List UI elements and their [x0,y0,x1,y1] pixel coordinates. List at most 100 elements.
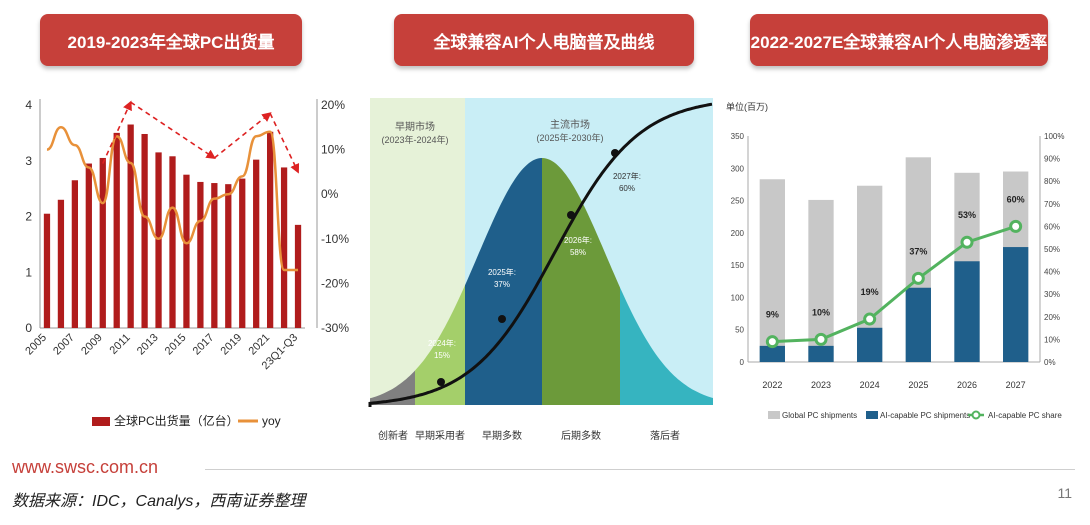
ai-share-point [1009,219,1023,233]
legend-global-swatch [768,411,780,419]
footer-source: 数据来源：IDC，Canalys，西南证券整理 [12,493,306,510]
legend-share-label: AI-capable PC share [988,411,1062,420]
shipment-bar [71,180,79,328]
shipment-bar [183,174,190,328]
trend-arrow [213,112,272,159]
shipment-bar [266,131,274,328]
share-data-label: 60% [1007,194,1025,204]
trend-arrow [130,101,216,160]
shipment-bar [280,167,288,328]
right-y-tick-label: 80% [1044,177,1060,186]
right-y-tick-label: -10% [321,232,349,246]
left-y-tick-label: 150 [731,261,745,270]
left-y-tick-label: 50 [735,326,744,335]
yoy-line [46,126,299,272]
share-data-label: 9% [766,310,779,320]
footer-url: www.swsc.com.cn [12,457,159,477]
ai-share-line [772,224,1017,344]
left-y-tick-label: 4 [25,98,32,112]
ai-share-point [814,332,828,346]
x-tick-label: 2011 [108,332,133,357]
right-y-tick-label: 40% [1044,268,1060,277]
right-y-tick-label: 70% [1044,200,1060,209]
ai-shipment-bar [857,327,883,362]
point-2026-label: 2026年: [564,235,592,245]
segment-early-adopters-area [415,285,465,405]
x-tick-label: 2019 [219,332,245,358]
adoption-s-curve [368,102,713,407]
right-y-tick-label: -30% [321,321,349,335]
left-y-tick-label: 0 [25,321,32,335]
x-tick-label: 2027 [1006,380,1026,390]
x-tick-label: 2013 [135,332,161,358]
ai-share-point [765,335,779,349]
ai-share-point [911,271,925,285]
shipment-bar [253,159,260,328]
right-y-tick-label: 50% [1044,245,1060,254]
segment-late-majority-area [542,158,620,405]
curve-point [498,315,506,323]
right-y-tick-label: 60% [1044,222,1060,231]
left-y-tick-label: 200 [731,229,745,238]
segment-innovators-area [370,370,415,405]
right-y-tick-label: 30% [1044,290,1060,299]
ai-shipment-bar [905,287,931,362]
x-tick-label: 2025 [908,380,928,390]
segment-label-1: 早期采用者 [415,430,465,442]
left-y-tick-label: 100 [731,293,745,302]
shipment-bar [141,133,148,328]
point-2026-value: 58% [570,248,586,257]
shipment-bar [43,213,51,328]
curve-point [437,378,445,386]
segment-label-3: 后期多数 [561,429,601,442]
early-period-label: (2023年-2024年) [381,134,448,145]
right-y-tick-label: 90% [1044,155,1060,164]
shipment-bar [127,124,134,328]
legend-global-label: Global PC shipments [782,411,857,420]
share-data-label: 37% [909,246,927,256]
ai-shipment-bar [1003,247,1029,362]
point-2024-value: 15% [434,351,450,360]
global-shipment-bar [759,179,785,362]
shipment-bar [294,224,302,328]
x-tick-label: 2023 [811,380,831,390]
shipment-bar [113,132,120,328]
right-y-tick-label: 10% [321,143,345,157]
segment-laggards-area [620,287,713,405]
legend-shipments-swatch [92,417,110,426]
banner-middle-title: 全球兼容AI个人电脑普及曲线 [394,14,694,66]
segment-early-majority-area [465,158,542,405]
x-tick-label: 2015 [163,332,189,358]
legend-share-marker [971,410,981,420]
share-data-label: 53% [958,210,976,220]
banner-left-title: 2019-2023年全球PC出货量 [40,14,302,66]
legend-yoy-label: yoy [262,414,281,428]
curve-point [611,149,619,157]
ai-pc-penetration-chart: 单位(百万) 0 50 100 150 200 250 300 350 0% 10% 20% 30% 40… [726,101,1064,420]
page-number: 11 [1057,485,1072,501]
left-y-tick-label: 350 [731,132,745,141]
point-2027-label: 2027年: [613,171,641,181]
share-data-label: 10% [812,307,830,317]
main-market-label: 主流市场 [550,118,590,131]
share-data-label: 19% [861,287,879,297]
left-y-tick-label: 300 [731,164,745,173]
right-y-tick-label: 20% [1044,313,1060,322]
x-tick-label: 2017 [191,332,217,358]
shipment-bar [211,183,218,328]
right-y-tick-label: 10% [1044,335,1060,344]
left-y-tick-label: 250 [731,197,745,206]
right-y-tick-label: 0% [1044,358,1056,367]
shipment-bar [155,152,162,328]
x-tick-label: 2005 [23,332,49,358]
curve-point [567,211,575,219]
left-y-tick-label: 2 [25,210,32,224]
shipment-bar [85,163,92,328]
x-tick-label: 2026 [957,380,977,390]
point-2025-value: 37% [494,280,510,289]
x-tick-label: 2009 [79,332,105,358]
shipment-bar [197,181,204,328]
main-period-label: (2025年-2030年) [536,132,603,143]
x-tick-label: 2022 [762,380,782,390]
left-y-tick-label: 3 [25,154,32,168]
